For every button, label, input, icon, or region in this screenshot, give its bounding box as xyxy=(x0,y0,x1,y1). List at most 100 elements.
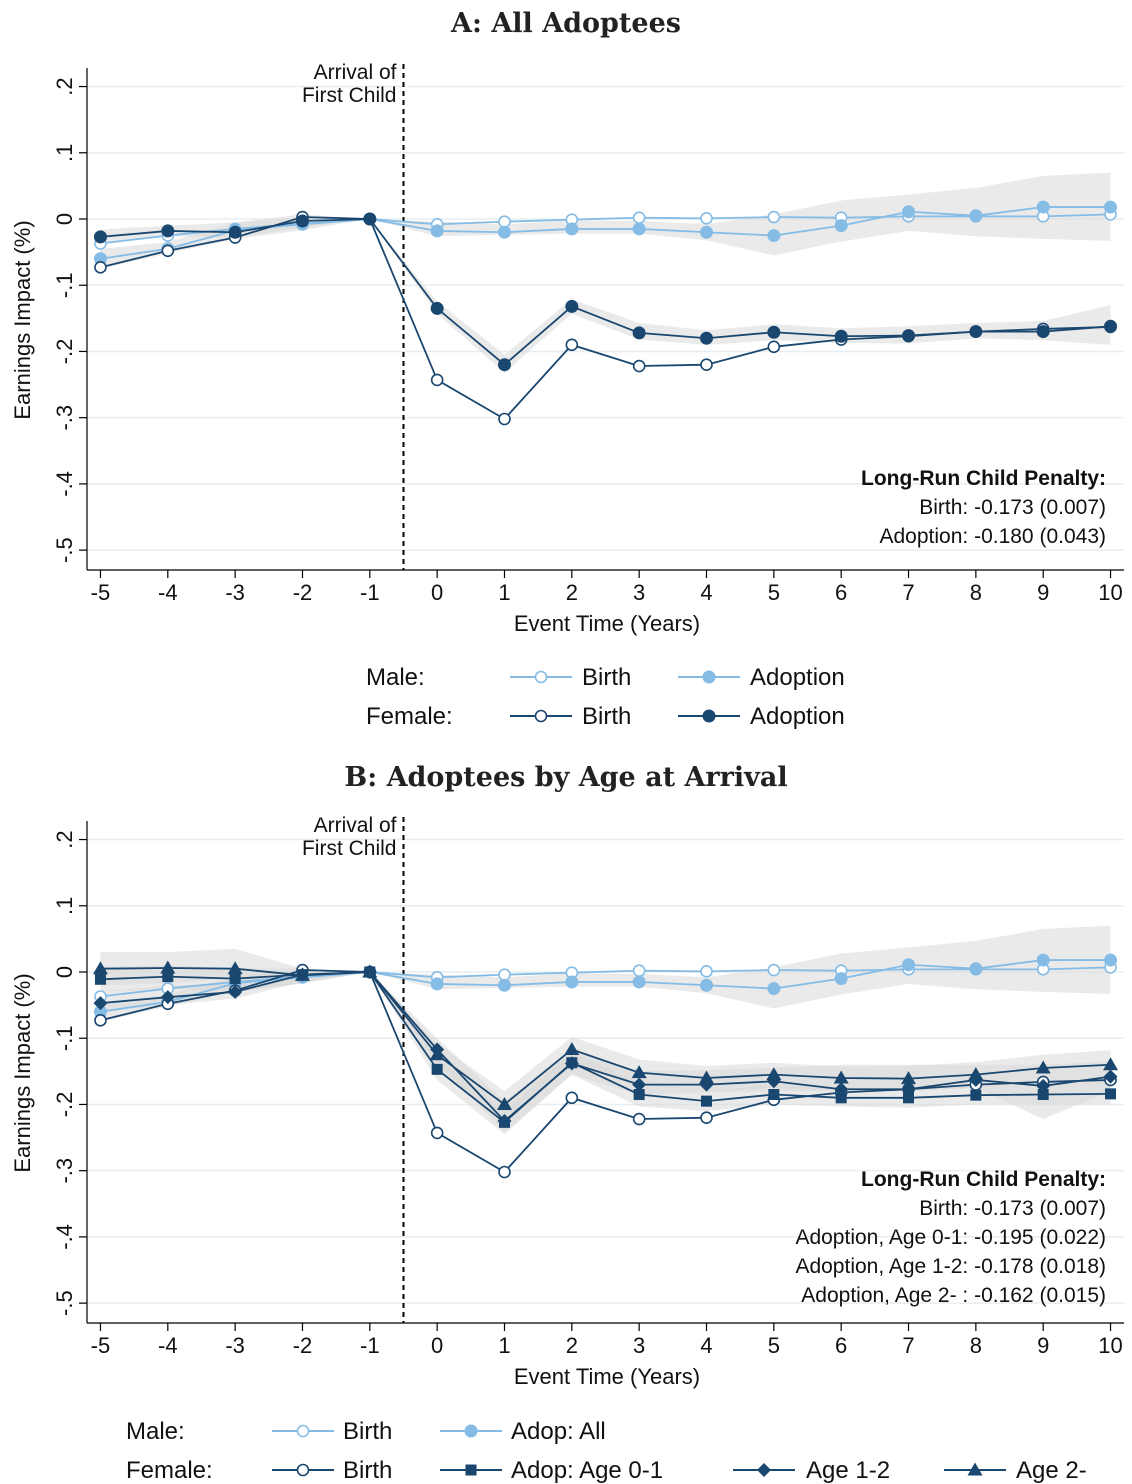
data-point xyxy=(94,261,107,274)
legend-marker xyxy=(296,1424,310,1438)
legend-row-label: Female: xyxy=(366,703,453,730)
x-axis-label: Event Time (Years) xyxy=(514,1364,700,1389)
data-point xyxy=(161,224,175,238)
data-point xyxy=(363,212,377,226)
data-point xyxy=(969,209,983,223)
data-point xyxy=(631,1065,647,1079)
data-point xyxy=(1104,200,1118,214)
legend-item-label: Adop: All xyxy=(511,1418,606,1445)
legend-item-label: Birth xyxy=(343,1418,392,1445)
y-tick-label: -.5 xyxy=(52,1290,77,1316)
data-point xyxy=(430,301,444,315)
legend: Male: Birth Adop: All Female: Birth Adop: Age… xyxy=(126,1418,1087,1484)
data-point xyxy=(632,359,646,373)
data-point xyxy=(295,214,309,228)
data-point xyxy=(632,975,646,989)
data-point xyxy=(701,1095,713,1107)
x-tick-label: 9 xyxy=(1037,1333,1049,1358)
data-point xyxy=(901,1071,917,1085)
data-point xyxy=(969,325,983,339)
data-point xyxy=(294,967,310,981)
data-point xyxy=(229,973,241,985)
legend-item-label: Birth xyxy=(343,1457,392,1484)
x-tick-label: -4 xyxy=(158,580,178,605)
legend-row-label: Male: xyxy=(366,664,425,691)
data-point xyxy=(564,1056,579,1071)
legend-marker xyxy=(534,709,548,723)
annotation-line: Adoption, Age 2- : -0.162 (0.015) xyxy=(801,1284,1106,1307)
data-point xyxy=(94,1014,107,1027)
data-point xyxy=(834,1082,849,1097)
data-point xyxy=(430,224,444,238)
data-point xyxy=(767,325,781,339)
data-point xyxy=(228,225,242,239)
data-point xyxy=(902,329,916,343)
data-point xyxy=(700,212,713,225)
x-tick-label: 0 xyxy=(431,1333,443,1358)
data-point xyxy=(768,1089,780,1101)
chart-panel-a: A: All Adoptees .2 .1 0 -.1 -.2 -.3 -.4 -.5 -5 -4 -… xyxy=(10,8,1124,730)
confidence-band xyxy=(100,925,1111,1022)
data-point xyxy=(93,230,107,244)
series-line xyxy=(100,969,1111,1174)
data-point xyxy=(901,1082,916,1097)
y-tick-label: -.4 xyxy=(52,1224,77,1250)
legend-item-label: Birth xyxy=(582,664,631,691)
data-point xyxy=(767,982,781,996)
data-point xyxy=(902,205,916,219)
data-point xyxy=(497,978,511,992)
series-line xyxy=(100,966,1111,998)
legend-item-label: Adoption xyxy=(750,703,845,730)
x-tick-label: -1 xyxy=(360,580,380,605)
legend-marker xyxy=(534,670,548,684)
legend-item-label: Age 1-2 xyxy=(806,1457,890,1484)
data-point xyxy=(227,961,243,975)
data-point xyxy=(632,1077,647,1092)
data-point xyxy=(632,1112,646,1126)
y-tick-label: .1 xyxy=(52,897,77,915)
y-tick-label: 0 xyxy=(52,213,77,225)
data-point xyxy=(700,965,713,978)
data-point xyxy=(632,964,646,977)
data-point xyxy=(160,960,176,974)
data-point xyxy=(92,961,108,975)
data-point xyxy=(699,1070,715,1084)
series-line xyxy=(100,967,1111,1106)
data-point xyxy=(565,338,579,352)
data-point xyxy=(700,331,714,345)
x-tick-label: -3 xyxy=(225,1333,245,1358)
x-tick-label: -4 xyxy=(158,1333,178,1358)
series-line xyxy=(100,218,1111,366)
data-point xyxy=(162,971,174,983)
data-point xyxy=(1035,1060,1051,1074)
legend-item-label: Adoption xyxy=(750,664,845,691)
x-tick-label: -1 xyxy=(360,1333,380,1358)
data-point xyxy=(430,373,444,387)
data-point xyxy=(431,1063,443,1075)
data-point xyxy=(1103,1069,1118,1084)
annotation-line: Adoption: -0.180 (0.043) xyxy=(880,525,1107,548)
data-point xyxy=(497,225,511,239)
data-point xyxy=(633,1089,645,1101)
y-tick-label: -.3 xyxy=(52,1158,77,1184)
legend: Male: Birth Adoption Female: Birth Adoption xyxy=(366,664,845,730)
x-tick-label: 4 xyxy=(700,580,712,605)
x-tick-label: 10 xyxy=(1098,1333,1122,1358)
x-tick-label: 5 xyxy=(768,1333,780,1358)
x-tick-label: 3 xyxy=(633,1333,645,1358)
x-tick-label: 5 xyxy=(768,580,780,605)
data-point xyxy=(834,219,848,233)
y-axis-label: Earnings Impact (%) xyxy=(10,220,35,419)
data-point xyxy=(498,1165,511,1179)
y-tick-label: -.1 xyxy=(52,272,77,298)
x-axis-label: Event Time (Years) xyxy=(514,611,700,636)
y-tick-label: -.4 xyxy=(52,471,77,497)
data-point xyxy=(161,244,175,258)
event-line-label: Arrival of xyxy=(314,61,397,84)
data-point xyxy=(1036,1078,1051,1093)
data-point xyxy=(497,358,511,372)
x-tick-label: -5 xyxy=(91,580,111,605)
data-point xyxy=(160,990,175,1005)
data-point xyxy=(430,1126,444,1140)
legend-item-label: Adop: Age 0-1 xyxy=(511,1457,663,1484)
